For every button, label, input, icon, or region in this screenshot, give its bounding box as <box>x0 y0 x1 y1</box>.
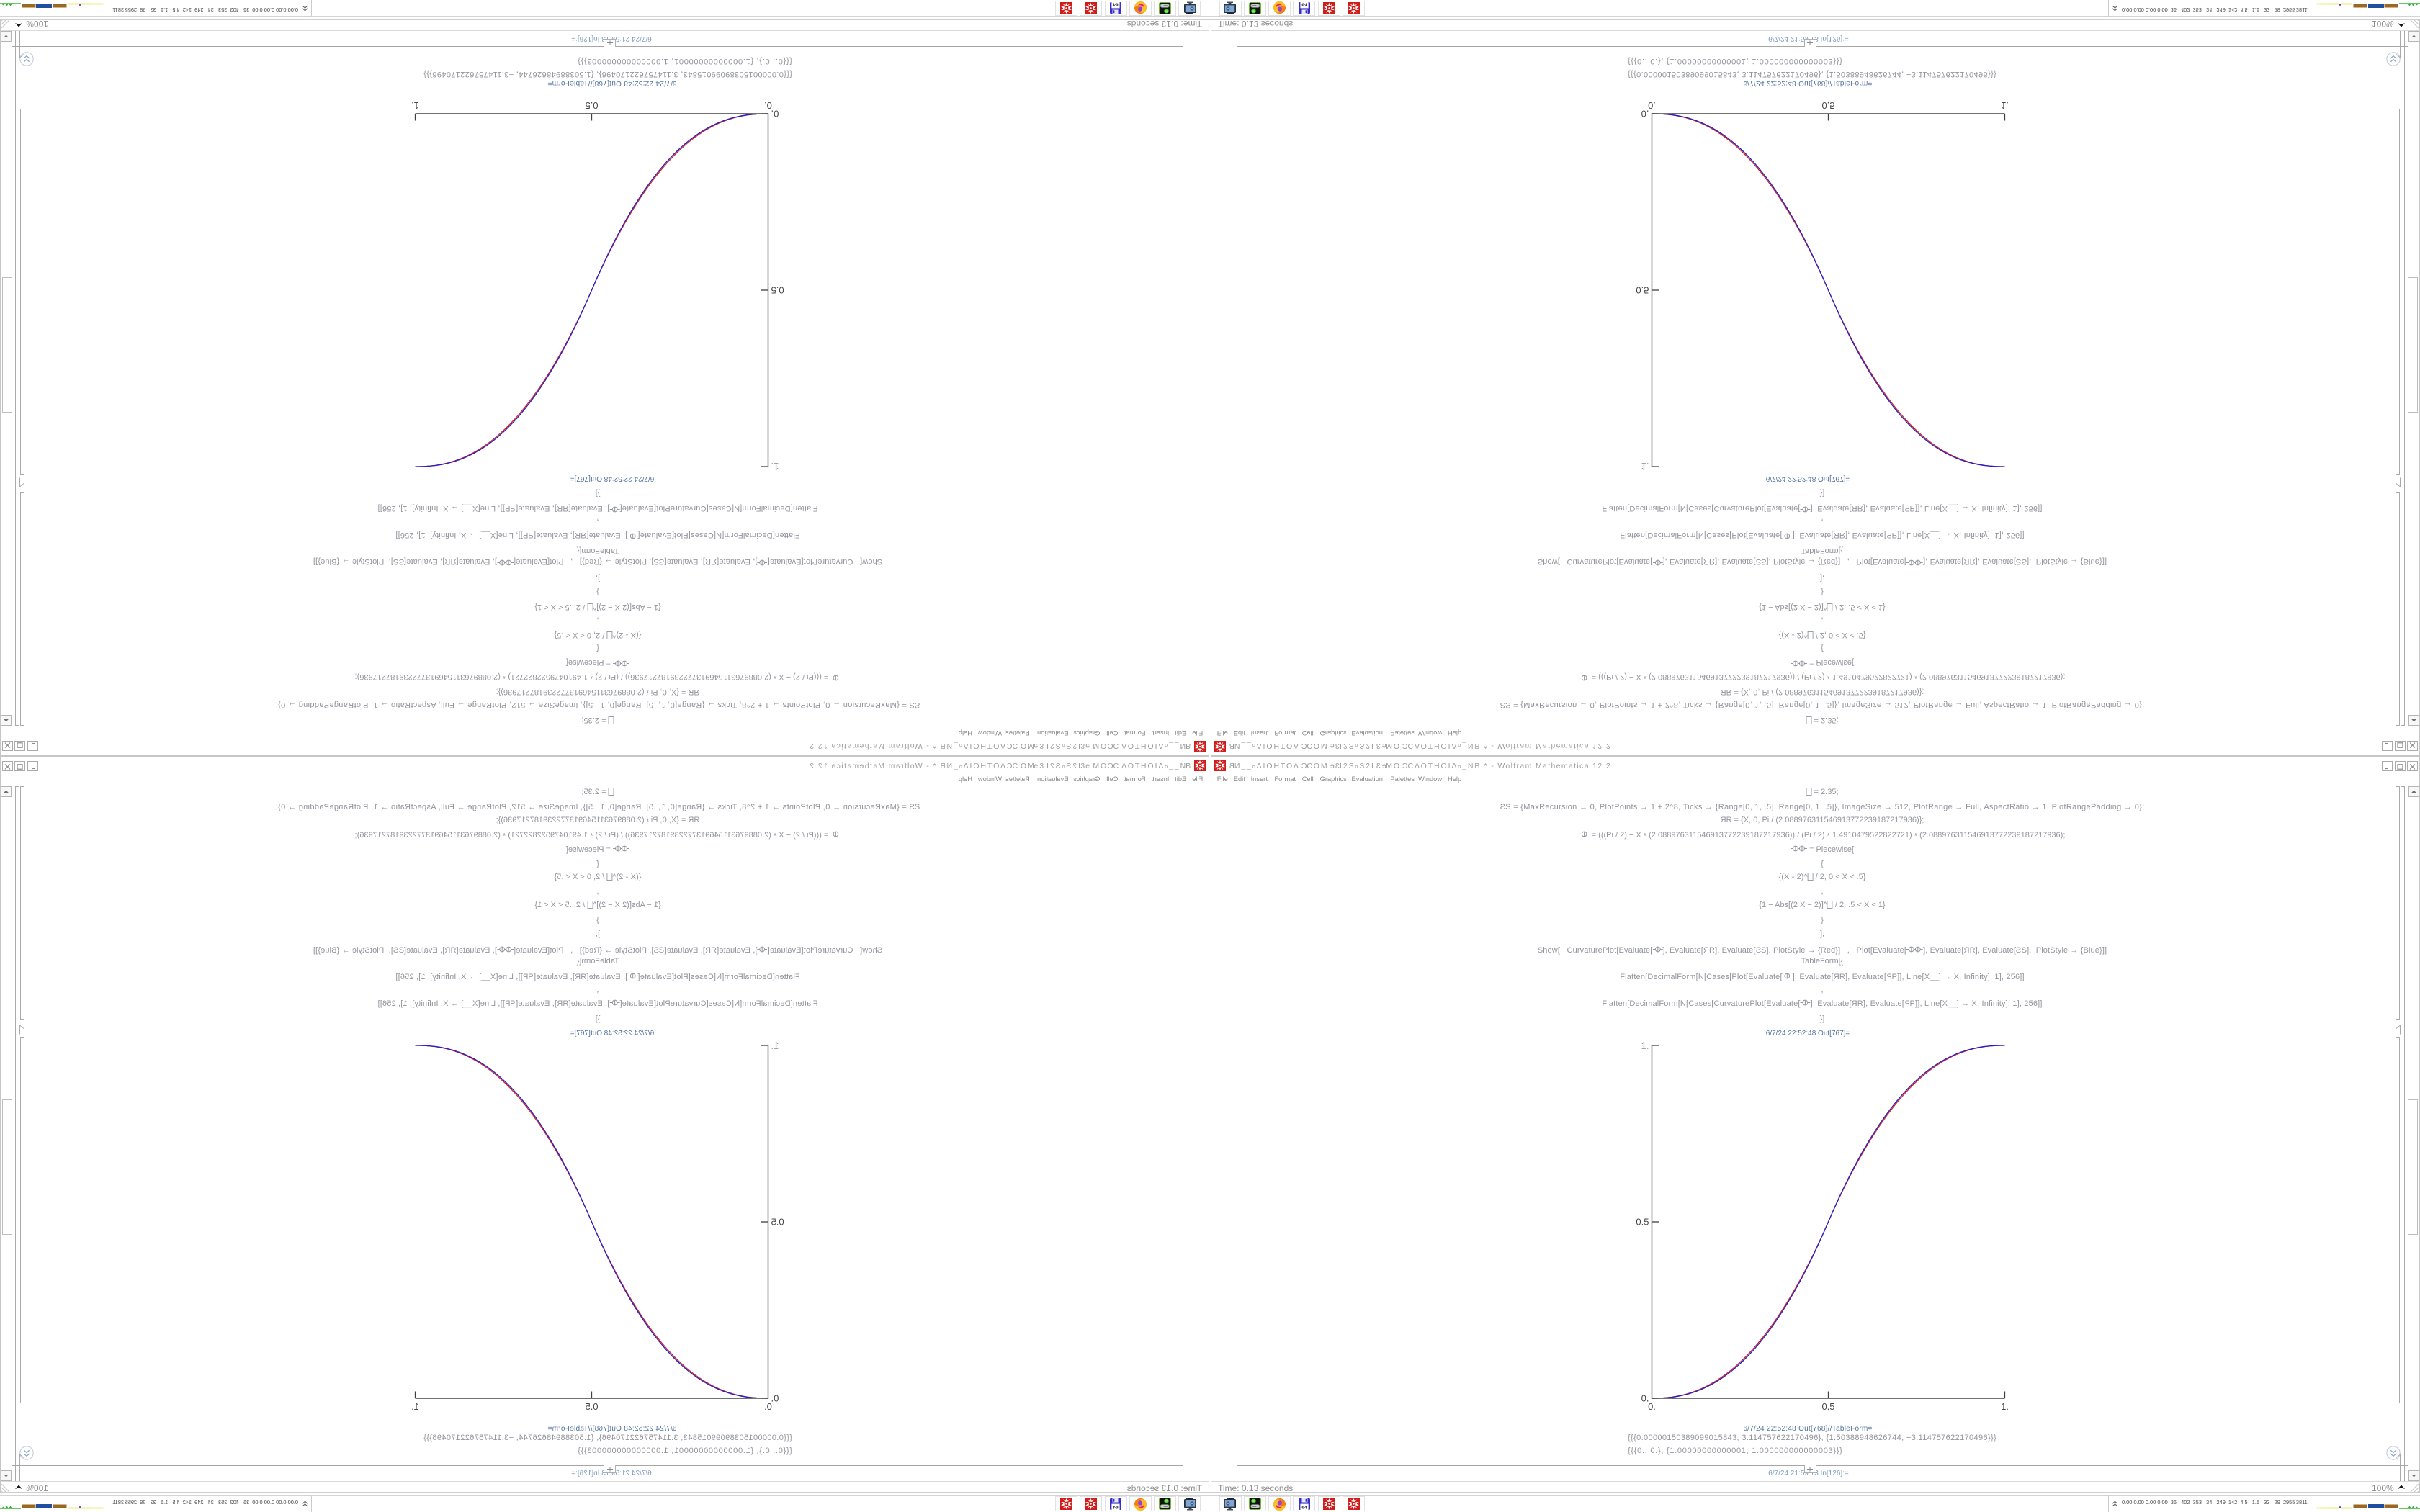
svg-text:0.5: 0.5 <box>771 1217 784 1228</box>
svg-text:1.: 1. <box>771 1040 779 1051</box>
svg-text:0.: 0. <box>1641 109 1649 120</box>
svg-text:0.: 0. <box>1641 1393 1649 1404</box>
svg-text:64: 64 <box>1113 2 1119 7</box>
svg-text:1.: 1. <box>411 100 419 111</box>
svg-text:0.5: 0.5 <box>1636 285 1649 296</box>
svg-text:0.: 0. <box>764 100 772 111</box>
svg-text:0.5: 0.5 <box>1636 1217 1649 1228</box>
svg-text:1.: 1. <box>2001 100 2009 111</box>
svg-text:1.: 1. <box>411 1401 419 1412</box>
svg-text:64: 64 <box>1301 2 1307 7</box>
svg-text:64: 64 <box>1301 1505 1307 1510</box>
svg-text:0.5: 0.5 <box>771 285 784 296</box>
svg-text:0.5: 0.5 <box>585 100 598 111</box>
svg-text:0.: 0. <box>771 1393 779 1404</box>
svg-text:0.: 0. <box>771 109 779 120</box>
svg-text:0.: 0. <box>1648 1401 1656 1412</box>
svg-text:0.5: 0.5 <box>585 1401 598 1412</box>
svg-text:0.: 0. <box>764 1401 772 1412</box>
svg-text:1.: 1. <box>771 462 779 472</box>
svg-text:0.5: 0.5 <box>1821 1401 1834 1412</box>
svg-text:1.: 1. <box>2001 1401 2009 1412</box>
svg-text:1.: 1. <box>1641 462 1649 472</box>
svg-text:0.: 0. <box>1648 100 1656 111</box>
svg-text:64: 64 <box>1113 1505 1119 1510</box>
svg-text:0.5: 0.5 <box>1821 100 1834 111</box>
svg-text:1.: 1. <box>1641 1040 1649 1051</box>
